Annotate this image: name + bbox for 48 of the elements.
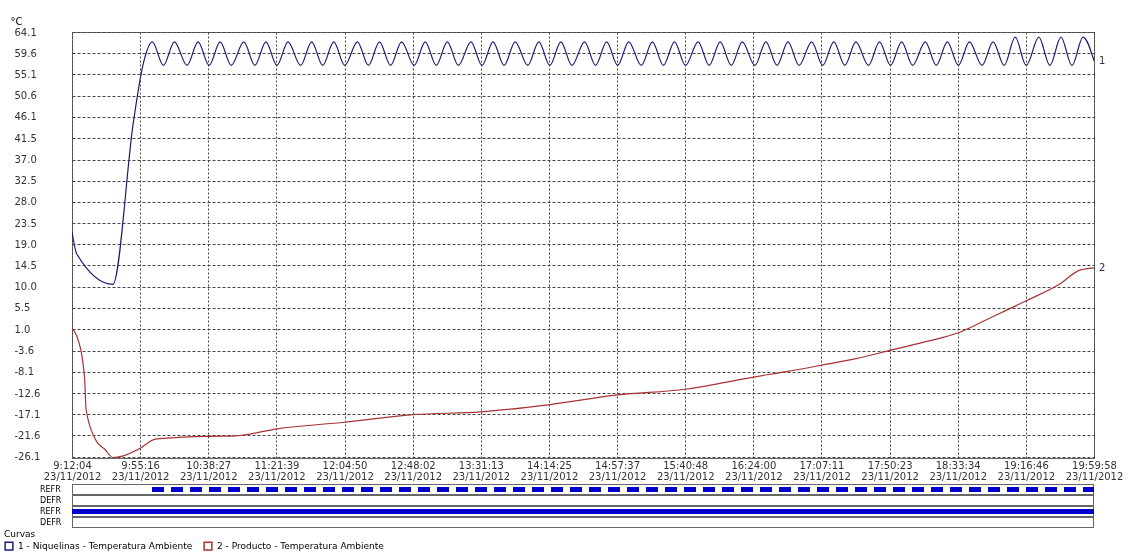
x-tick-label: 10:38:27 23/11/2012 (179, 459, 238, 482)
y-tick-label: 32.5 (14, 175, 37, 187)
y-tick-label: 19.0 (14, 238, 37, 250)
y-tick-label: -21.6 (14, 429, 41, 441)
y-tick-label: -26.1 (14, 451, 41, 463)
annotation: 2 (1099, 261, 1106, 273)
x-tick-label: 14:57:37 23/11/2012 (588, 459, 647, 482)
line-series (72, 36, 1094, 285)
y-tick-label: 10.0 (14, 281, 37, 293)
x-tick-label: 15:40:48 23/11/2012 (656, 459, 715, 482)
x-tick-label: 13:31:13 23/11/2012 (452, 459, 511, 482)
y-tick-label: 23.5 (14, 217, 37, 229)
text: REFR (40, 484, 61, 495)
x-tick-label: 12:04:50 23/11/2012 (316, 459, 374, 482)
x-tick-label: 11:21:39 23/11/2012 (248, 459, 306, 482)
x-tick-label: 12:48:02 23/11/2012 (384, 459, 442, 482)
x-tick-label: 18:33:34 23/11/2012 (929, 459, 988, 482)
y-tick-label: 28.0 (14, 196, 37, 208)
y-tick-label: 41.5 (14, 132, 37, 144)
y-tick-label: 55.1 (14, 68, 37, 80)
y-axis-title: °C (10, 15, 23, 27)
y-tick-label: 1.0 (14, 323, 31, 335)
y-tick-label: 5.5 (14, 302, 31, 314)
x-tick-label: 9:55:16 23/11/2012 (111, 459, 170, 482)
y-tick-label: 59.6 (14, 47, 37, 59)
text: DEFR (40, 517, 62, 528)
x-tick-label: 17:07:11 23/11/2012 (793, 459, 851, 482)
y-tick-label: 14.5 (14, 259, 37, 271)
x-tick-label: 19:59:58 23/11/2012 (1065, 459, 1124, 482)
x-tick-label: 9:12:04 23/11/2012 (43, 459, 102, 482)
annotation: 1 (1099, 54, 1106, 66)
x-tick-label: 19:16:46 23/11/2012 (997, 459, 1056, 482)
y-tick-label: 46.1 (14, 111, 37, 123)
legend-title: Curvas (4, 529, 36, 539)
legend-label: 1 - Niquelinas - Temperatura Ambiente (18, 541, 193, 552)
x-tick-label: 16:24:00 23/11/2012 (725, 459, 783, 482)
y-tick-label: -3.6 (14, 345, 35, 357)
x-tick-label: 17:50:23 23/11/2012 (861, 459, 919, 482)
y-tick-label: 64.1 (14, 26, 37, 38)
y-tick-label: 50.6 (14, 90, 37, 102)
y-tick-label: 37.0 (14, 154, 37, 166)
legend-label: 2 - Producto - Temperatura Ambiente (217, 541, 385, 552)
x-tick-label: 14:14:25 23/11/2012 (520, 459, 579, 482)
y-tick-label: -17.1 (14, 408, 41, 420)
text: REFR (40, 506, 61, 517)
y-tick-label: -8.1 (14, 366, 35, 378)
y-tick-label: -12.6 (14, 387, 41, 399)
text: DEFR (40, 495, 62, 506)
